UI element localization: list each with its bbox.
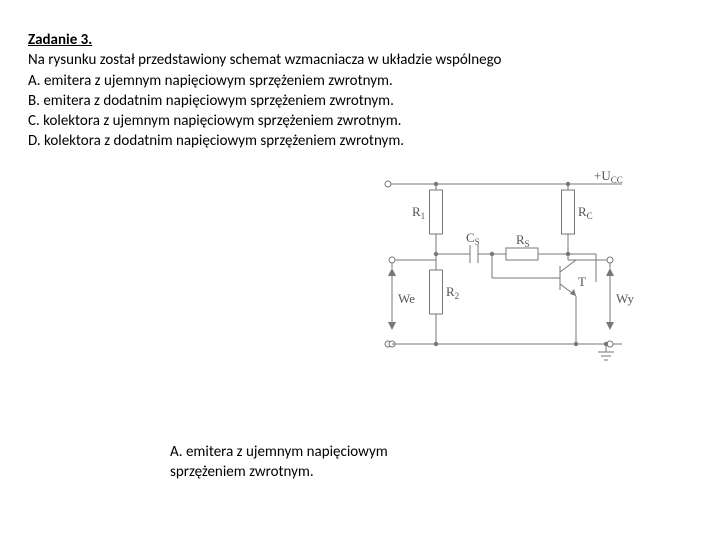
content-block: Zadanie 3. Na rysunku został przedstawio…: [0, 0, 720, 366]
option-c: C. kolektora z ujemnym napięciowym sprzę…: [28, 111, 692, 131]
svg-text:RC: RC: [578, 204, 593, 221]
svg-text:+UCC: +UCC: [594, 168, 623, 185]
svg-text:R1: R1: [412, 204, 425, 221]
svg-text:CS: CS: [466, 230, 480, 247]
option-a: A. emitera z ujemnym napięciowym sprzęże…: [28, 71, 692, 91]
svg-text:Wy: Wy: [616, 291, 634, 306]
task-prompt: Na rysunku został przedstawiony schemat …: [28, 50, 692, 70]
diagram-container: +UCC R1 RC CS RS R2 T Wy We: [28, 166, 692, 366]
svg-text:R2: R2: [446, 284, 460, 301]
svg-text:We: We: [398, 291, 415, 306]
answer-text: A. emitera z ujemnym napięciowym sprzęże…: [170, 442, 440, 483]
option-b: B. emitera z dodatnim napięciowym sprzęż…: [28, 91, 692, 111]
svg-text:RS: RS: [516, 232, 530, 249]
option-d: D. kolektora z dodatnim napięciowym sprz…: [28, 131, 692, 151]
circuit-diagram: +UCC R1 RC CS RS R2 T Wy We: [362, 166, 642, 366]
task-title: Zadanie 3.: [28, 30, 692, 50]
svg-text:T: T: [578, 274, 586, 289]
